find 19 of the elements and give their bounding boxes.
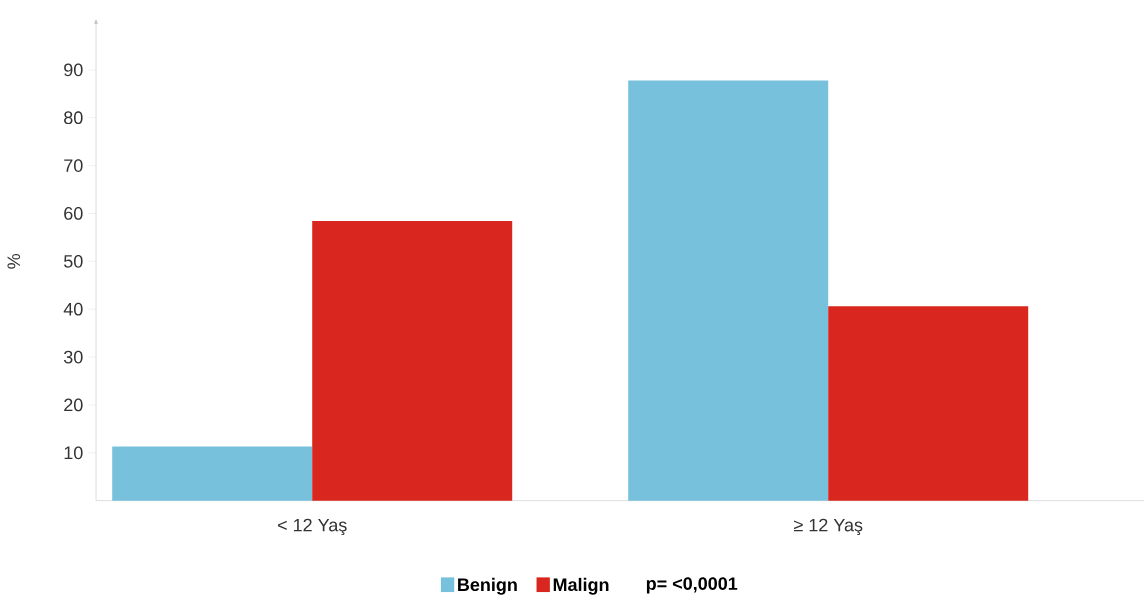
legend-label: Malign bbox=[553, 578, 609, 595]
y-tick-label: 90 bbox=[64, 63, 83, 77]
y-axis-title: % bbox=[7, 254, 21, 269]
bar bbox=[112, 446, 313, 501]
y-tick-label: 50 bbox=[63, 255, 83, 268]
bar bbox=[312, 221, 513, 501]
text: p= <0,0001 bbox=[646, 577, 738, 594]
y-tick-label: 30 bbox=[63, 350, 83, 364]
y-tick-label: 60 bbox=[64, 207, 83, 220]
y-tick-label: 40 bbox=[63, 302, 83, 316]
x-tick-label: ≥ 12 Yaş bbox=[793, 518, 863, 536]
y-tick-label: 80 bbox=[64, 111, 83, 125]
bar bbox=[628, 80, 829, 501]
bar bbox=[828, 306, 1029, 501]
y-tick-label: 20 bbox=[64, 398, 83, 412]
legend-label: Benign bbox=[458, 578, 517, 595]
x-tick-label: < 12 Yaş bbox=[277, 518, 347, 536]
y-tick-label: 70 bbox=[64, 159, 83, 173]
y-tick-label: 10 bbox=[64, 446, 83, 460]
